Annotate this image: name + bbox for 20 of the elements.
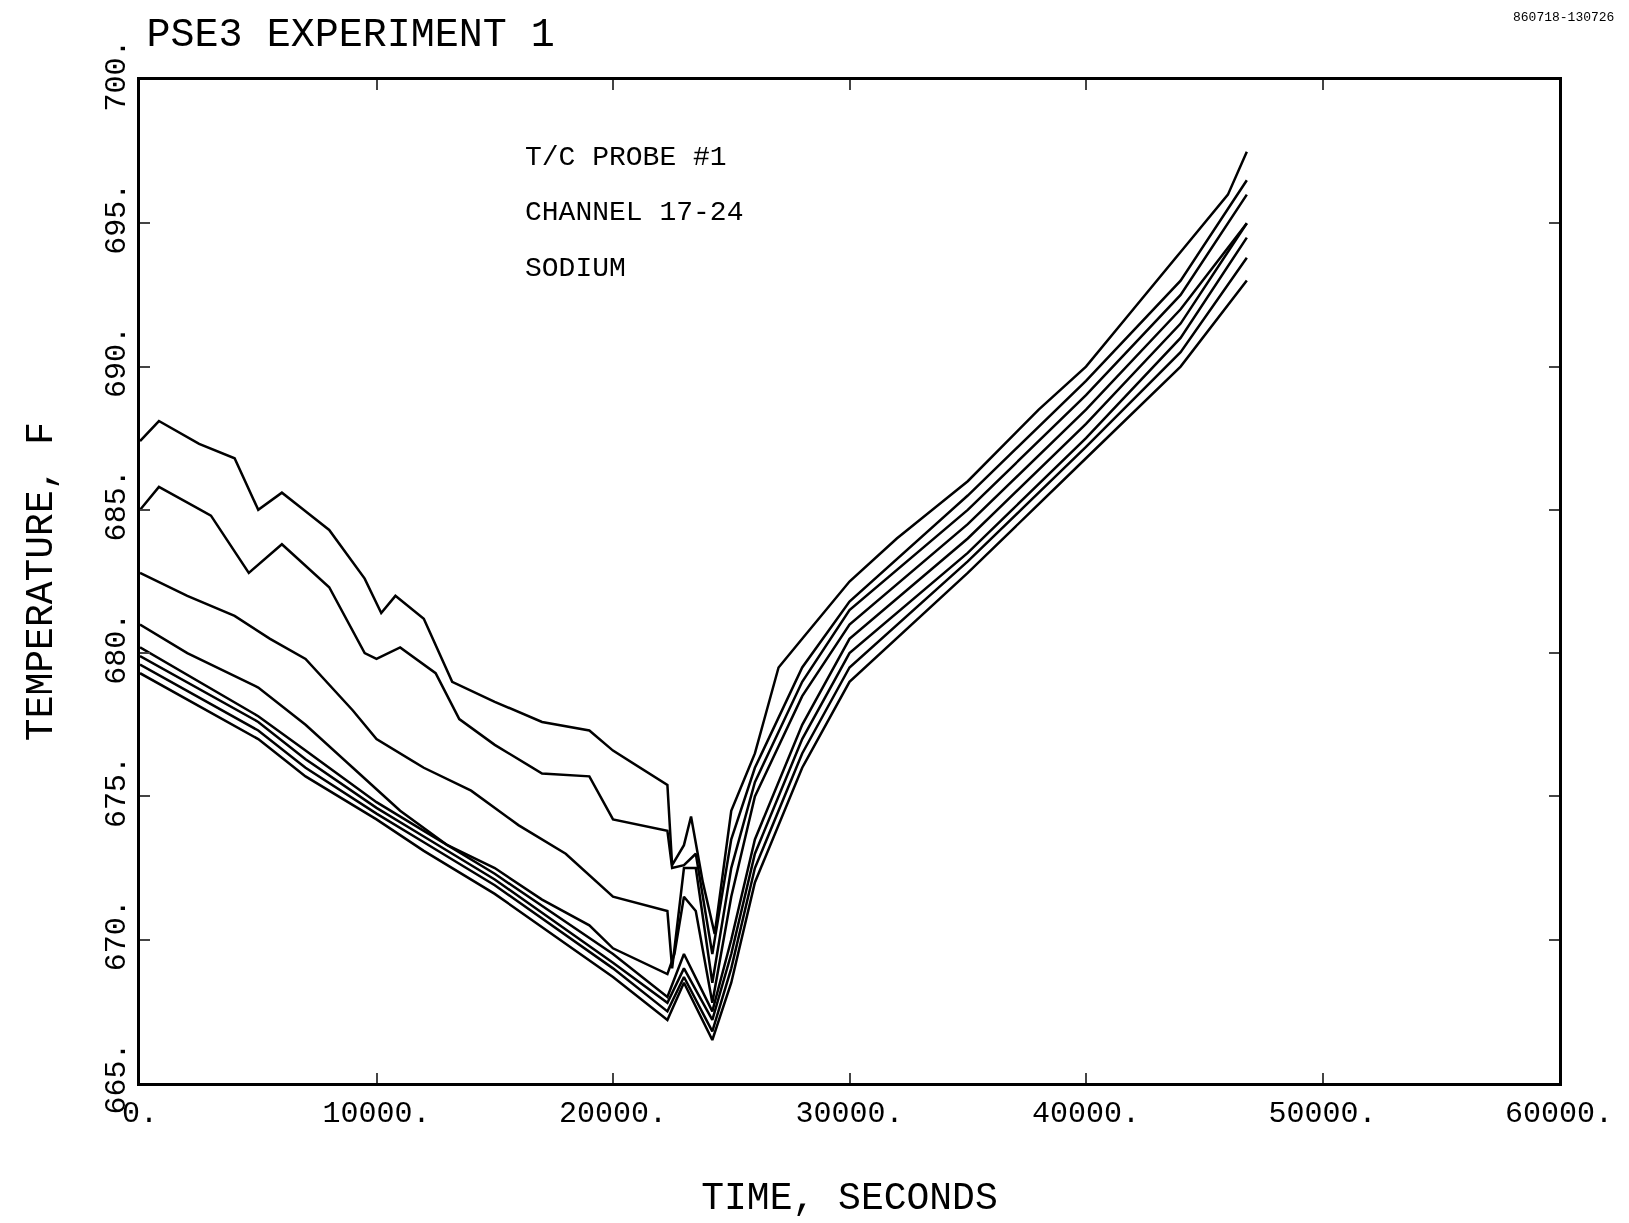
x-tick-label: 20000. bbox=[558, 1097, 668, 1131]
x-tick-label: 10000. bbox=[322, 1097, 431, 1131]
y-tick-label: 695. bbox=[100, 182, 134, 255]
annotation: CHANNEL 17-24 bbox=[525, 197, 744, 228]
x-tick-label: 50000. bbox=[1268, 1097, 1377, 1131]
y-tick-label: 670. bbox=[100, 899, 134, 972]
text: 860718-130726 bbox=[1513, 10, 1615, 25]
x-tick-label: 40000. bbox=[1031, 1097, 1141, 1131]
x-axis-title: TIME, SECONDS bbox=[701, 1177, 998, 1220]
y-tick-label: 690. bbox=[100, 326, 134, 399]
y-tick-label: 685. bbox=[100, 469, 134, 542]
x-tick-label: 30000. bbox=[795, 1097, 904, 1131]
chart-title: PSE3 EXPERIMENT 1 bbox=[146, 13, 555, 59]
y-tick-label: 680. bbox=[100, 612, 134, 685]
x-tick-label: 60000. bbox=[1504, 1097, 1614, 1131]
y-tick-label: 700. bbox=[100, 39, 134, 112]
annotation: SODIUM bbox=[525, 253, 626, 284]
annotation: T/C PROBE #1 bbox=[525, 142, 727, 173]
y-axis-title: TEMPERATURE, F bbox=[20, 421, 63, 742]
y-tick-label: 675. bbox=[100, 755, 134, 828]
